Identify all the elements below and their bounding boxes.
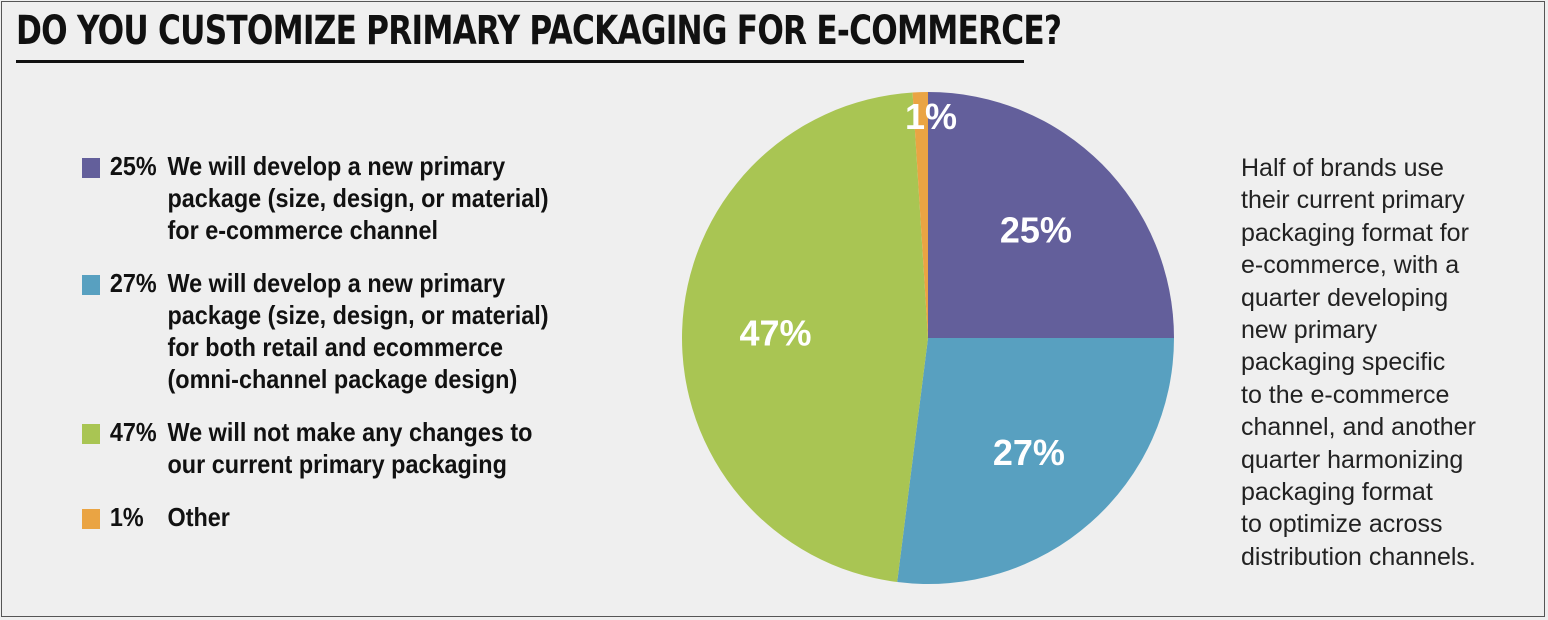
note-line: packaging format for	[1241, 218, 1469, 247]
legend-percent: 1%	[109, 502, 144, 532]
note-line: quarter developing	[1241, 283, 1449, 312]
legend: 25% We will develop a new primary package …	[82, 150, 682, 554]
pie-chart: 25% 27% 47% 1%	[682, 92, 1174, 584]
title-underline	[16, 60, 1024, 63]
legend-percent: 27%	[109, 268, 157, 298]
note-line: to optimize across	[1241, 510, 1443, 539]
note-line: distribution channels.	[1241, 542, 1476, 571]
legend-label-line: package (size, design, or material)	[167, 183, 549, 213]
legend-item: 25% We will develop a new primary package …	[82, 150, 622, 246]
legend-label-line: We will not make any changes to	[167, 417, 533, 447]
legend-percent: 47%	[109, 417, 157, 447]
pie-slice	[912, 92, 928, 338]
legend-label-line: our current primary packaging	[167, 449, 507, 479]
legend-swatch	[82, 509, 100, 529]
note-line: packaging format	[1241, 478, 1433, 507]
legend-swatch	[82, 158, 100, 178]
legend-label-line: for both retail and ecommerce	[167, 332, 503, 362]
legend-label-line: We will develop a new primary	[167, 151, 506, 181]
note-line: quarter harmonizing	[1241, 445, 1464, 474]
note-line: e-commerce, with a	[1241, 251, 1460, 280]
note-line: channel, and another	[1241, 413, 1476, 442]
pie-slice-label: 1%	[905, 96, 957, 137]
legend-swatch	[82, 275, 100, 295]
pie-slice-label: 27%	[993, 432, 1065, 473]
legend-item: 27% We will develop a new primary package …	[82, 267, 622, 395]
note-line: Half of brands use	[1241, 154, 1444, 182]
legend-label: We will develop a new primary package (si…	[168, 267, 618, 395]
pie-slice-label: 47%	[740, 313, 812, 354]
legend-swatch	[82, 424, 100, 444]
legend-label-line: for e-commerce channel	[167, 215, 439, 245]
note-line: to the e-commerce	[1241, 380, 1450, 409]
legend-label-line: Other	[167, 502, 230, 532]
pie-slice-label: 25%	[1000, 210, 1072, 251]
chart-title: DO YOU CUSTOMIZE PRIMARY PACKAGING FOR E…	[16, 8, 1062, 54]
legend-item: 47% We will not make any changes to our cu…	[82, 416, 622, 480]
legend-label: We will not make any changes to our curre…	[168, 416, 618, 480]
legend-item: 1% Other	[82, 501, 622, 533]
legend-label: Other	[168, 501, 618, 533]
legend-label: We will develop a new primary package (si…	[168, 150, 618, 246]
legend-percent: 25%	[109, 151, 157, 181]
pie-slice	[682, 92, 928, 583]
legend-label-line: (omni-channel package design)	[167, 364, 518, 394]
legend-label-line: package (size, design, or material)	[167, 300, 549, 330]
note-line: their current primary	[1241, 186, 1465, 215]
note-line: new primary	[1241, 316, 1378, 345]
summary-note: Half of brands use their current primary p…	[1241, 152, 1541, 573]
pie-slice	[897, 338, 1174, 584]
note-line: packaging specific	[1241, 348, 1446, 377]
legend-label-line: We will develop a new primary	[167, 268, 506, 298]
pie-slice	[928, 92, 1174, 338]
